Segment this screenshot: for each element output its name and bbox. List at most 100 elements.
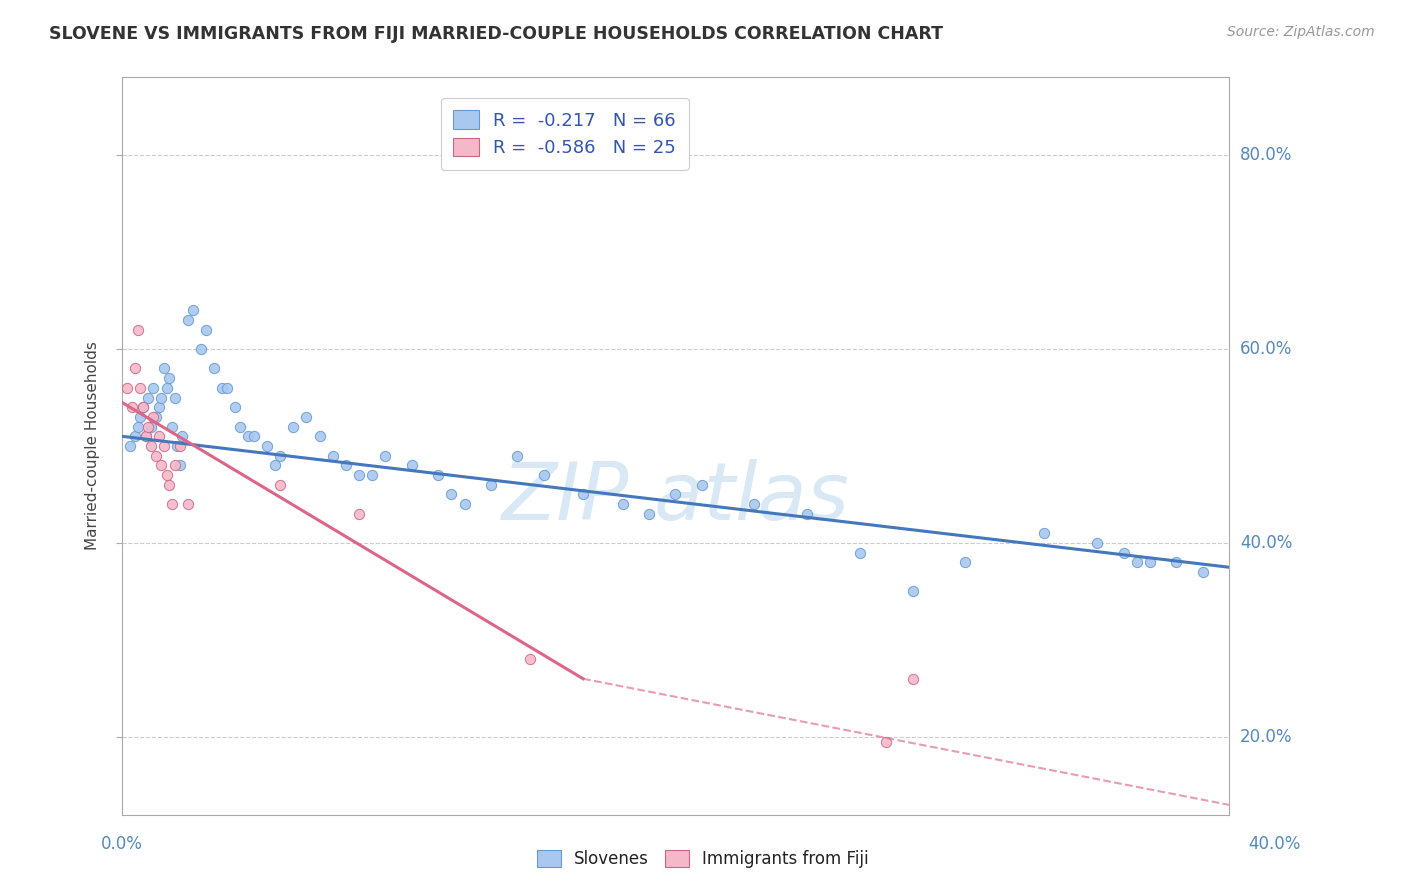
- Point: [1125, 555, 1147, 569]
- Point: [1085, 536, 1108, 550]
- Point: [1166, 555, 1188, 569]
- Point: [1033, 526, 1056, 541]
- Point: [150, 458, 173, 473]
- Point: [132, 401, 155, 415]
- Point: [690, 477, 713, 491]
- Point: [135, 429, 157, 443]
- Point: [181, 303, 204, 318]
- Point: [263, 458, 285, 473]
- Text: ZIP atlas: ZIP atlas: [502, 458, 849, 537]
- Point: [901, 672, 924, 686]
- Point: [1191, 565, 1213, 579]
- Point: [169, 439, 191, 453]
- Point: [875, 735, 897, 749]
- Point: [145, 449, 167, 463]
- Point: [269, 477, 291, 491]
- Point: [1112, 546, 1135, 560]
- Point: [308, 429, 330, 443]
- Text: 60.0%: 60.0%: [1240, 340, 1292, 358]
- Point: [139, 419, 162, 434]
- Point: [172, 429, 194, 443]
- Point: [160, 419, 183, 434]
- Point: [163, 391, 186, 405]
- Point: [217, 381, 239, 395]
- Point: [136, 419, 159, 434]
- Point: [335, 458, 357, 473]
- Point: [150, 391, 173, 405]
- Text: 0.0%: 0.0%: [101, 835, 143, 853]
- Text: SLOVENE VS IMMIGRANTS FROM FIJI MARRIED-COUPLE HOUSEHOLDS CORRELATION CHART: SLOVENE VS IMMIGRANTS FROM FIJI MARRIED-…: [49, 25, 943, 43]
- Point: [118, 439, 141, 453]
- Point: [796, 507, 818, 521]
- Point: [121, 401, 143, 415]
- Point: [139, 439, 162, 453]
- Point: [453, 497, 475, 511]
- Text: 40.0%: 40.0%: [1249, 835, 1301, 853]
- Point: [156, 381, 179, 395]
- Point: [156, 468, 179, 483]
- Point: [269, 449, 291, 463]
- Point: [195, 323, 218, 337]
- Point: [361, 468, 384, 483]
- Point: [612, 497, 634, 511]
- Point: [136, 391, 159, 405]
- Point: [135, 429, 157, 443]
- Point: [124, 361, 146, 376]
- Point: [202, 361, 225, 376]
- Point: [166, 439, 188, 453]
- Point: [256, 439, 278, 453]
- Point: [157, 477, 180, 491]
- Point: [295, 409, 318, 424]
- Point: [572, 487, 595, 501]
- Point: [148, 401, 170, 415]
- Legend: R =  -0.217   N = 66, R =  -0.586   N = 25: R = -0.217 N = 66, R = -0.586 N = 25: [441, 97, 689, 169]
- Point: [129, 409, 152, 424]
- Point: [177, 497, 200, 511]
- Point: [849, 546, 872, 560]
- Point: [479, 477, 502, 491]
- Point: [347, 507, 370, 521]
- Point: [955, 555, 977, 569]
- Point: [177, 313, 200, 327]
- Point: [148, 429, 170, 443]
- Point: [901, 584, 924, 599]
- Text: Source: ZipAtlas.com: Source: ZipAtlas.com: [1227, 25, 1375, 39]
- Point: [160, 497, 183, 511]
- Text: 80.0%: 80.0%: [1240, 146, 1292, 164]
- Point: [211, 381, 233, 395]
- Point: [440, 487, 463, 501]
- Point: [744, 497, 766, 511]
- Point: [115, 381, 138, 395]
- Point: [347, 468, 370, 483]
- Point: [163, 458, 186, 473]
- Point: [1139, 555, 1161, 569]
- Point: [190, 342, 212, 356]
- Point: [127, 419, 149, 434]
- Point: [124, 429, 146, 443]
- Point: [229, 419, 252, 434]
- Point: [638, 507, 661, 521]
- Point: [533, 468, 555, 483]
- Point: [153, 361, 176, 376]
- Point: [283, 419, 305, 434]
- Point: [157, 371, 180, 385]
- Point: [127, 323, 149, 337]
- Text: 40.0%: 40.0%: [1240, 534, 1292, 552]
- Point: [374, 449, 396, 463]
- Point: [142, 409, 165, 424]
- Y-axis label: Married-couple Households: Married-couple Households: [86, 342, 100, 550]
- Point: [129, 381, 152, 395]
- Point: [664, 487, 686, 501]
- Point: [169, 458, 191, 473]
- Point: [401, 458, 423, 473]
- Point: [132, 401, 155, 415]
- Point: [153, 439, 176, 453]
- Point: [519, 652, 541, 666]
- Point: [238, 429, 260, 443]
- Text: 20.0%: 20.0%: [1240, 728, 1292, 746]
- Point: [506, 449, 529, 463]
- Point: [242, 429, 264, 443]
- Legend: Slovenes, Immigrants from Fiji: Slovenes, Immigrants from Fiji: [529, 842, 877, 877]
- Point: [427, 468, 450, 483]
- Point: [224, 401, 246, 415]
